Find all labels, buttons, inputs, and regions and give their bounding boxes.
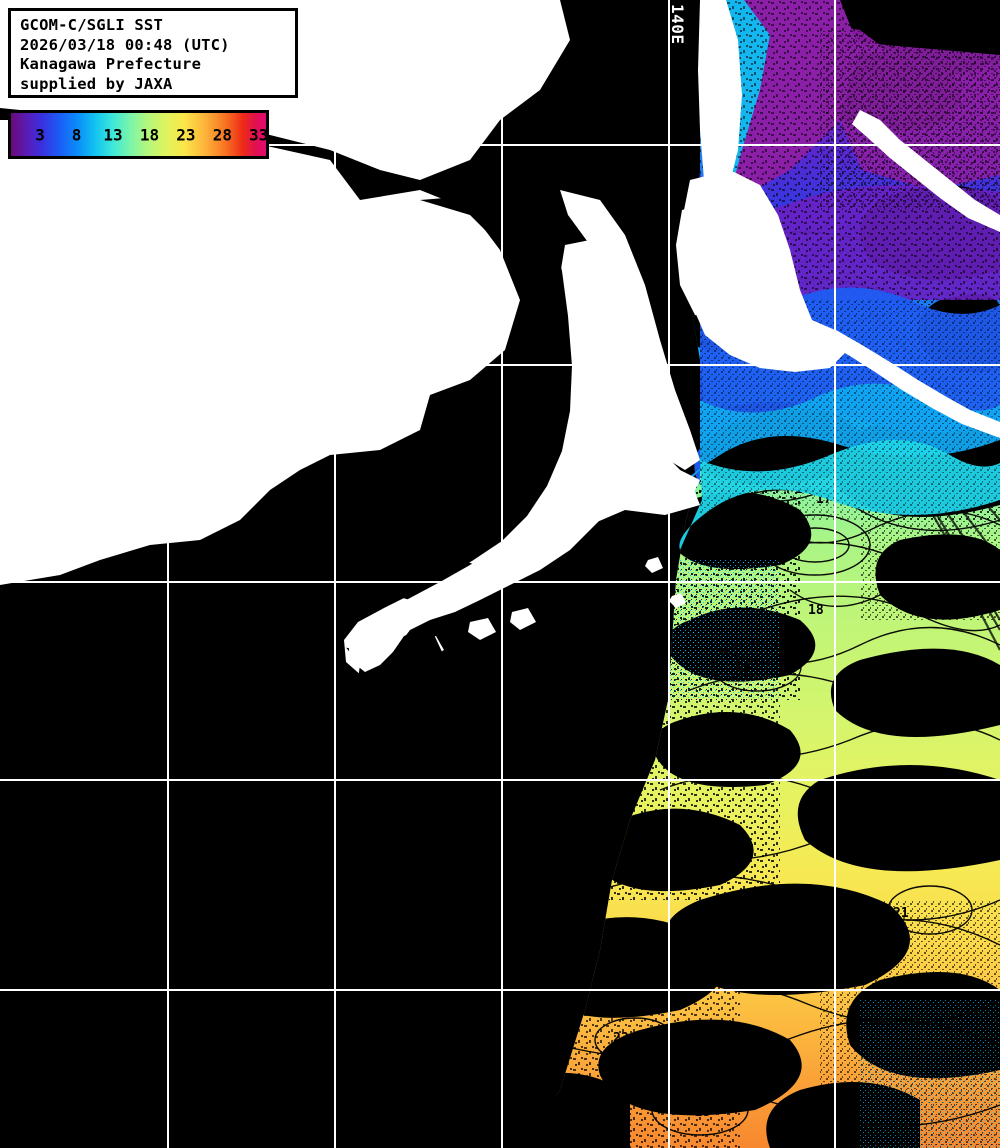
- info-line-datetime: 2026/03/18 00:48 (UTC): [20, 35, 230, 54]
- colorbar-tick-18: 18: [139, 125, 160, 144]
- info-line-credit: supplied by JAXA: [20, 74, 173, 93]
- longitude-label-140e: 140E: [668, 4, 687, 45]
- svg-text:21: 21: [893, 906, 909, 921]
- svg-text:20: 20: [622, 848, 638, 863]
- colorbar-tick-28: 28: [212, 125, 233, 144]
- colorbar-tick-3: 3: [35, 125, 45, 144]
- svg-text:18: 18: [808, 603, 824, 618]
- colorbar-gradient: [11, 113, 266, 156]
- colorbar-tick-8: 8: [71, 125, 82, 144]
- colorbar-tick-23: 23: [176, 125, 196, 144]
- svg-text:23: 23: [613, 1031, 629, 1046]
- colorbar-tick-33: 33: [248, 125, 269, 144]
- info-line-title: GCOM-C/SGLI SST: [20, 16, 163, 34]
- info-box: GCOM-C/SGLI SST 2026/03/18 00:48 (UTC) K…: [8, 8, 298, 98]
- ocean-mask-overlay: [0, 196, 572, 1148]
- colorbar-tick-13: 13: [103, 125, 123, 144]
- info-line-region: Kanagawa Prefecture: [20, 55, 202, 73]
- svg-text:22: 22: [700, 943, 716, 958]
- svg-text:18: 18: [735, 661, 751, 676]
- colorbar-tick-labels: 3 8 13 18 23 28 33: [11, 113, 269, 156]
- svg-text:25: 25: [695, 1105, 711, 1120]
- latitude-label-40n: 40N: [0, 352, 27, 371]
- sst-colorbar: 3 8 13 18 23 28 33: [8, 110, 269, 159]
